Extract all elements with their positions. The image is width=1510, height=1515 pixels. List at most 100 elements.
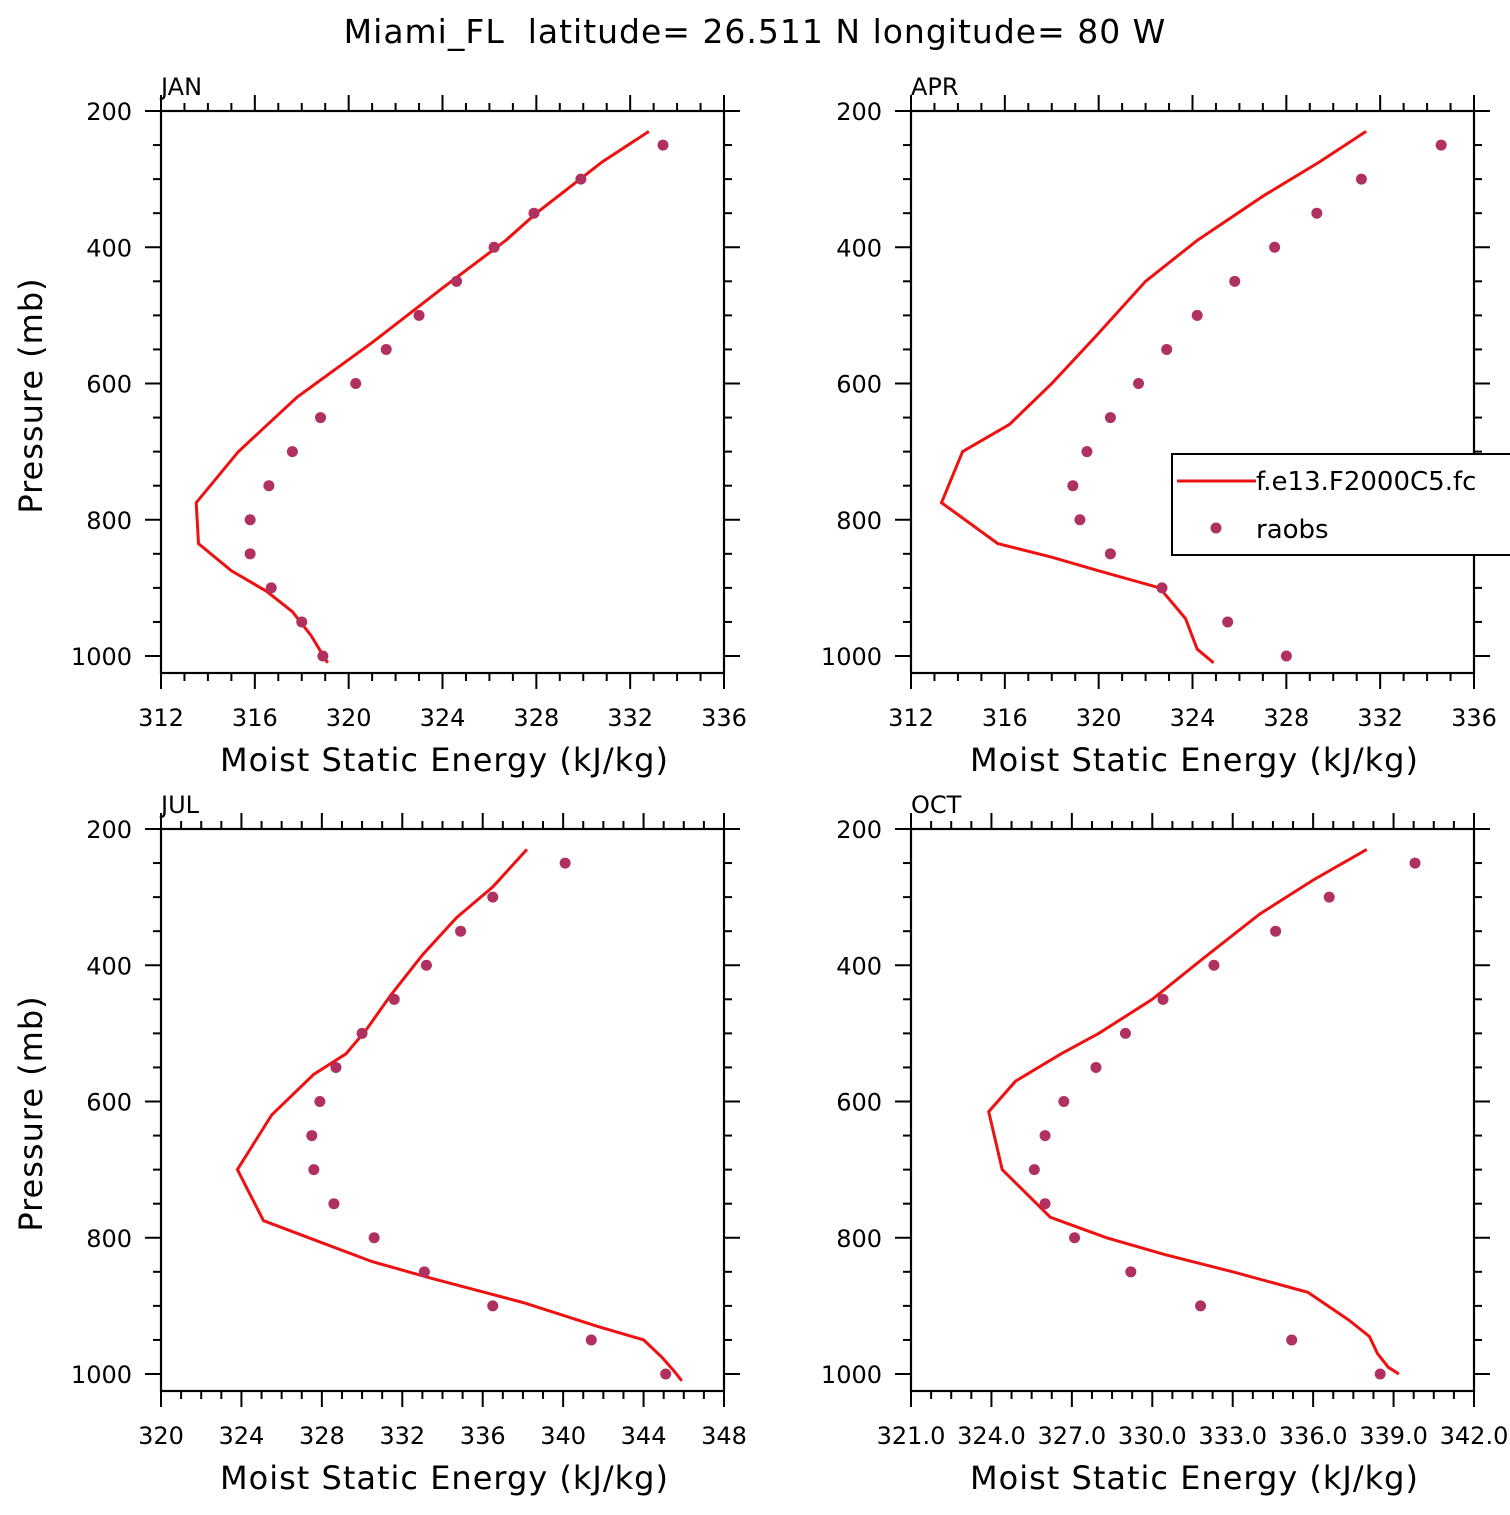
x-tick-label: 320 xyxy=(138,1422,184,1450)
raobs-point xyxy=(1157,993,1169,1005)
raobs-point xyxy=(286,446,298,458)
legend-obs-label: raobs xyxy=(1256,515,1329,545)
raobs-point xyxy=(420,959,432,971)
y-tick-label: 800 xyxy=(86,1225,132,1253)
x-tick-label: 324 xyxy=(1170,704,1216,732)
raobs-point xyxy=(263,480,275,492)
plot-frame xyxy=(159,827,726,1393)
panels-group: JAN 200 400 600 800 1000 312 316 320 324 328 332 336… xyxy=(12,73,1508,1497)
y-tick-label: 600 xyxy=(836,371,882,399)
raobs-point xyxy=(244,514,256,526)
raobs-point xyxy=(1286,1334,1298,1346)
x-tick-label: 330.0 xyxy=(1118,1422,1187,1450)
raobs-point xyxy=(413,309,425,321)
raobs-point xyxy=(330,1061,342,1073)
model-series-line xyxy=(987,848,1400,1376)
raobs-point xyxy=(1222,616,1234,628)
y-tick-label: 800 xyxy=(86,507,132,535)
x-tick-label: 328 xyxy=(299,1422,345,1450)
x-tick-label: 336 xyxy=(1451,704,1497,732)
plot-frame xyxy=(909,827,1476,1393)
raobs-point xyxy=(1081,446,1093,458)
raobs-point xyxy=(1069,1232,1081,1244)
raobs-point xyxy=(380,343,392,355)
y-axis-title: Pressure (mb) xyxy=(12,277,50,513)
y-tick-label: 200 xyxy=(836,816,882,844)
legend-box xyxy=(1171,453,1510,556)
x-tick-label: 316 xyxy=(982,704,1028,732)
panel-jul: JUL 200 400 600 800 1000 320 324 328 332 336 340 344… xyxy=(12,791,747,1497)
panel-apr: APR 200 400 600 800 1000 312 316 320 324 328 332 336… xyxy=(821,73,1497,779)
x-tick-label: 328 xyxy=(513,704,559,732)
x-tick-label: 340 xyxy=(540,1422,586,1450)
raobs-point xyxy=(575,173,587,185)
y-tick-label: 400 xyxy=(836,952,882,980)
y-axis-title: Pressure (mb) xyxy=(12,995,50,1231)
y-tick-label: 1000 xyxy=(71,1361,132,1389)
x-tick-label: 320 xyxy=(326,704,372,732)
figure-title: Miami_FL latitude= 26.511 N longitude= 8… xyxy=(344,12,1167,51)
raobs-point xyxy=(1409,857,1421,869)
raobs-point xyxy=(488,241,500,253)
raobs-point xyxy=(487,891,499,903)
raobs-point xyxy=(559,857,571,869)
y-tick-label: 600 xyxy=(836,1089,882,1117)
raobs-point xyxy=(356,1027,368,1039)
raobs-point xyxy=(296,616,308,628)
x-tick-label: 324 xyxy=(219,1422,265,1450)
x-tick-label: 332 xyxy=(607,704,653,732)
y-tick-label: 200 xyxy=(86,816,132,844)
raobs-point xyxy=(1058,1096,1070,1107)
raobs-point xyxy=(328,1198,340,1210)
y-tick-label: 600 xyxy=(86,1089,132,1117)
x-tick-label: 324.0 xyxy=(957,1422,1026,1450)
raobs-point xyxy=(315,412,327,424)
legend-dot-swatch xyxy=(1210,522,1222,534)
panel-title: OCT xyxy=(911,791,962,819)
x-tick-label: 332 xyxy=(379,1422,425,1450)
y-tick-label: 200 xyxy=(86,98,132,126)
panel-title: APR xyxy=(911,73,959,101)
x-tick-label: 336.0 xyxy=(1279,1422,1348,1450)
plot-area xyxy=(194,130,669,664)
x-tick-label: 328 xyxy=(1263,704,1309,732)
y-tick-label: 1000 xyxy=(821,643,882,671)
y-tick-label: 1000 xyxy=(71,643,132,671)
raobs-point xyxy=(660,1368,672,1380)
y-tick-label: 400 xyxy=(836,234,882,262)
y-tick-label: 400 xyxy=(86,952,132,980)
y-tick-label: 1000 xyxy=(821,1361,882,1389)
x-tick-label: 344 xyxy=(621,1422,667,1450)
raobs-point xyxy=(317,650,329,662)
raobs-point xyxy=(1090,1061,1102,1073)
y-tick-label: 200 xyxy=(836,98,882,126)
raobs-point xyxy=(657,139,669,151)
y-tick-label: 400 xyxy=(86,234,132,262)
raobs-point xyxy=(1028,1164,1040,1176)
raobs-point xyxy=(265,582,277,594)
raobs-point xyxy=(350,378,362,389)
model-series-line xyxy=(939,130,1367,664)
y-tick-label: 800 xyxy=(836,1225,882,1253)
raobs-point xyxy=(1039,1130,1051,1142)
raobs-point xyxy=(1125,1266,1137,1278)
raobs-point xyxy=(451,275,463,287)
plot-frame xyxy=(909,109,1476,675)
panel-jan: JAN 200 400 600 800 1000 312 316 320 324 328 332 336… xyxy=(12,73,747,779)
raobs-point xyxy=(314,1096,326,1107)
raobs-point xyxy=(1229,275,1241,287)
x-tick-label: 316 xyxy=(232,704,278,732)
raobs-point xyxy=(1161,343,1173,355)
panel-title: JUL xyxy=(159,791,200,819)
y-tick-label: 600 xyxy=(86,371,132,399)
raobs-point xyxy=(1195,1300,1207,1312)
x-axis-title: Moist Static Energy (kJ/kg) xyxy=(970,1459,1419,1497)
x-tick-label: 312 xyxy=(138,704,184,732)
legend: f.e13.F2000C5.fc raobs xyxy=(1171,453,1510,556)
raobs-point xyxy=(1208,959,1220,971)
x-tick-label: 336 xyxy=(460,1422,506,1450)
raobs-point xyxy=(1156,582,1168,594)
plot-frame xyxy=(159,109,726,675)
raobs-point xyxy=(1280,650,1292,662)
